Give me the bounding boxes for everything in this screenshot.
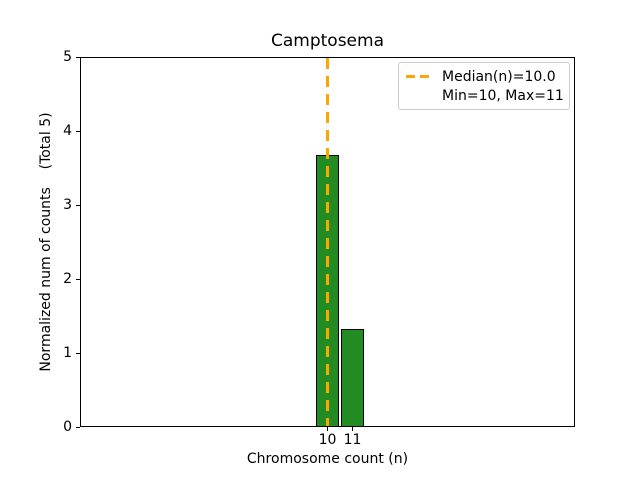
x-axis-label: Chromosome count (n) xyxy=(246,451,409,467)
y-tick-label: 0 xyxy=(63,419,72,435)
x-tick-mark xyxy=(352,427,353,431)
y-tick-mark xyxy=(76,204,80,206)
x-tick-label: 11 xyxy=(343,432,362,448)
y-tick-label: 5 xyxy=(63,49,72,65)
y-tick-mark xyxy=(76,130,80,132)
x-tick-label: 10 xyxy=(318,432,337,448)
y-tick-label: 3 xyxy=(63,197,72,213)
legend-entry-median: Median(n)=10.0 xyxy=(406,67,561,86)
y-tick-mark xyxy=(76,278,80,280)
legend: Median(n)=10.0 Min=10, Max=11 xyxy=(398,62,570,110)
y-tick-label: 4 xyxy=(63,123,72,139)
chart-title: Camptosema xyxy=(271,31,384,51)
y-tick-mark xyxy=(76,352,80,354)
y-tick-mark xyxy=(76,56,80,58)
y-axis-label: Normalized num of counts (Total 5) xyxy=(38,112,54,372)
empty-swatch xyxy=(406,94,434,97)
y-tick-mark xyxy=(76,426,80,428)
legend-entry-minmax: Min=10, Max=11 xyxy=(406,86,564,105)
y-tick-label: 2 xyxy=(63,271,72,287)
median-dashed-line xyxy=(326,58,329,426)
median-dashed-line-swatch xyxy=(406,75,434,78)
x-tick-mark xyxy=(327,427,328,431)
legend-label-minmax: Min=10, Max=11 xyxy=(442,87,564,104)
legend-label-median: Median(n)=10.0 xyxy=(442,68,556,85)
y-tick-label: 1 xyxy=(63,345,72,361)
histogram-bar xyxy=(341,328,364,427)
